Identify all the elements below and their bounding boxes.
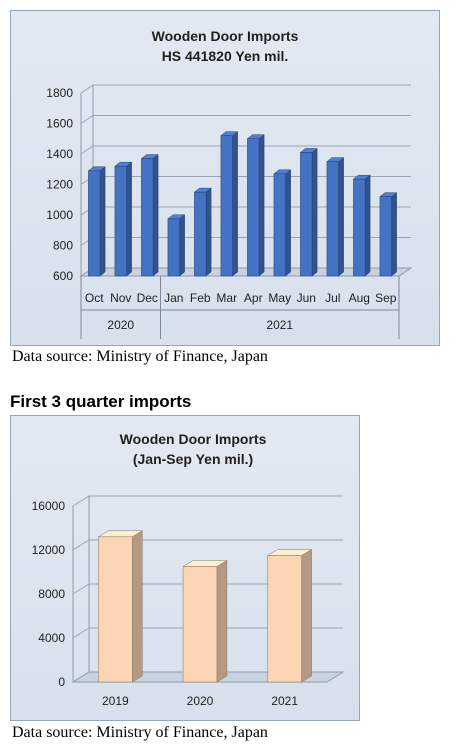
bar-side — [311, 147, 318, 277]
bar-side — [301, 549, 312, 683]
monthly-imports-svg: Wooden Door Imports HS 441820 Yen mil. 600… — [46, 28, 413, 339]
x-tick-label: Sep — [375, 291, 397, 305]
bar-side — [364, 174, 371, 277]
x-tick-label: 2021 — [271, 694, 298, 708]
y-tick-label: 8000 — [38, 587, 65, 601]
chart-subtitle: HS 441820 Yen mil. — [162, 48, 289, 64]
chart-subtitle: (Jan-Sep Yen mil.) — [133, 451, 253, 467]
x-tick-label: May — [268, 291, 291, 305]
x-group-label: 2021 — [266, 318, 293, 332]
bar — [114, 165, 127, 277]
x-tick-label: Jul — [325, 291, 340, 305]
gridline — [72, 627, 343, 639]
section-title: First 3 quarter imports — [10, 392, 192, 411]
bar — [267, 555, 302, 683]
x-tick-label: Mar — [216, 291, 237, 305]
y-tick-label: 0 — [58, 675, 65, 689]
y-tick-label: 1200 — [46, 178, 73, 192]
bar — [182, 566, 218, 683]
x-tick-label: Apr — [244, 291, 263, 305]
y-tick-label: 12000 — [32, 543, 66, 557]
bar — [326, 161, 339, 277]
chart-title: Wooden Door Imports — [152, 28, 299, 44]
bar — [141, 158, 154, 277]
bar-side — [152, 154, 159, 277]
x-tick-label: 2019 — [102, 694, 129, 708]
x-tick-label: Oct — [85, 291, 104, 305]
x-group-label: 2020 — [107, 318, 134, 332]
bar-side — [205, 187, 212, 277]
y-tick-label: 4000 — [38, 631, 65, 645]
x-tick-label: Feb — [190, 291, 211, 305]
chart-title: Wooden Door Imports — [120, 431, 267, 447]
bar — [300, 152, 313, 277]
bar — [379, 196, 392, 277]
x-tick-label: Jun — [297, 291, 316, 305]
bar-side — [179, 214, 185, 277]
gridline — [80, 115, 411, 124]
bar-side — [99, 166, 106, 277]
quarter-imports-chart: Wooden Door Imports (Jan-Sep Yen mil.) 0 40… — [10, 415, 360, 721]
y-tick-label: 600 — [53, 269, 73, 283]
x-tick-label: 2020 — [187, 694, 214, 708]
chart1-source-note: Data source: Ministry of Finance, Japan — [12, 348, 268, 365]
y-tick-label: 1400 — [46, 147, 73, 161]
bar-side — [126, 161, 132, 277]
quarter-imports-svg: Wooden Door Imports (Jan-Sep Yen mil.) 0 40… — [32, 431, 345, 708]
bar — [220, 135, 233, 277]
chart2-source-note: Data source: Ministry of Finance, Japan — [12, 724, 268, 741]
gridline — [80, 145, 411, 155]
bar-side — [216, 560, 228, 683]
gridline — [72, 583, 343, 595]
y-tick-label: 1000 — [46, 208, 73, 222]
bar — [98, 536, 133, 683]
y-tick-label: 1800 — [46, 86, 73, 100]
gridline — [80, 84, 411, 94]
bar — [247, 138, 260, 277]
bar-side — [391, 192, 397, 277]
x-tick-label: Aug — [349, 291, 370, 305]
x-tick-label: Nov — [110, 291, 131, 305]
y-tick-label: 1600 — [46, 117, 73, 131]
gridline — [72, 495, 343, 507]
bar — [167, 218, 180, 277]
x-tick-label: Dec — [137, 291, 158, 305]
x-tick-label: Jan — [164, 291, 183, 305]
bar — [353, 178, 366, 277]
bar-side — [258, 134, 265, 277]
bar-side — [338, 157, 344, 277]
y-tick-label: 800 — [53, 239, 73, 253]
bar-side — [285, 169, 291, 277]
bar — [273, 173, 286, 277]
gridline — [72, 539, 343, 551]
bar — [88, 170, 101, 277]
bar — [194, 191, 207, 277]
monthly-imports-chart: Wooden Door Imports HS 441820 Yen mil. 600… — [10, 10, 440, 346]
y-tick-label: 16000 — [32, 499, 66, 513]
bar-side — [132, 530, 143, 683]
bar-side — [232, 131, 238, 277]
